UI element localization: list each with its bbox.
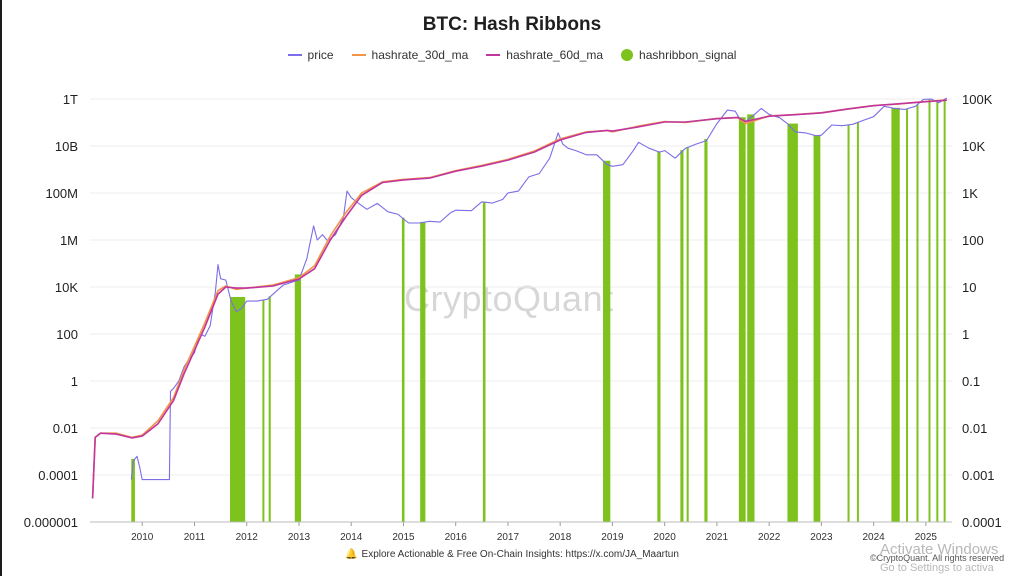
bell-icon: 🔔: [345, 549, 358, 560]
hashribbon-signal-bar: [131, 458, 135, 522]
hashribbon-signal-bar: [482, 201, 486, 522]
hashribbon-signal-bar: [916, 104, 919, 523]
y-right-tick-label: 0.0001: [962, 515, 1002, 530]
y-left-tick-label: 0.000001: [24, 515, 78, 530]
hashribbon-signal-bar: [680, 150, 684, 522]
y-left-tick-label: 0.0001: [38, 468, 78, 483]
legend-swatch-hashrate-60d: [486, 54, 501, 56]
legend-swatch-hashrate-30d: [351, 54, 366, 56]
x-tick-label: 2024: [863, 532, 886, 543]
y-left-tick-label: 1: [71, 374, 78, 389]
grid-lines: [90, 98, 952, 523]
y-right-tick-label: 10K: [962, 139, 985, 154]
hashribbon-signal-bar: [294, 274, 302, 522]
y-right-tick-label: 0.001: [962, 468, 995, 483]
x-axis-ticks: 2010 2011 2012 2013 2014 2015 2016 2017 2018 2019…: [90, 521, 952, 543]
hashribbon-signal-bar: [704, 138, 708, 522]
hashribbon-signal-bar: [906, 108, 909, 523]
footer-text[interactable]: Explore Actionable & Free On-Chain Insig…: [361, 549, 679, 560]
copyright-text: ©CryptoQuant. All rights reserved: [870, 553, 1005, 563]
x-tick-label: 2018: [549, 532, 572, 543]
x-tick-label: 2025: [915, 532, 938, 543]
x-tick-label: 2014: [340, 532, 363, 543]
x-tick-label: 2023: [810, 532, 833, 543]
y-left-tick-label: 100M: [45, 186, 78, 201]
chart-title: BTC: Hash Ribbons: [422, 14, 602, 35]
y-right-tick-label: 10: [962, 280, 976, 295]
hashribbon-signal-bar: [813, 135, 821, 522]
hashrate-60d-ma-line: [91, 99, 947, 499]
y-left-tick-label: 1M: [60, 233, 78, 248]
cryptoquant-watermark: CryptoQuant: [404, 278, 614, 319]
hashribbon-signal-bar: [847, 124, 850, 523]
y-left-tick-label: 10B: [55, 139, 78, 154]
legend-label-price: price: [307, 48, 334, 62]
hashribbon-signal-bar: [936, 101, 939, 522]
y-right-tick-label: 1: [962, 327, 969, 342]
y-left-tick-label: 100: [56, 327, 78, 342]
series-lines: [91, 97, 948, 499]
hashribbon-signal-bar: [891, 107, 900, 522]
window-edge: [0, 0, 2, 576]
x-tick-label: 2022: [758, 532, 781, 543]
hashribbon-signal-bar: [943, 98, 946, 523]
legend-label-hashribbon-signal: hashribbon_signal: [639, 48, 737, 62]
activate-windows-title: Activate Windows: [880, 541, 999, 558]
activate-windows-subtitle: Go to Settings to activa: [880, 562, 994, 574]
legend-item-hashrate-30d[interactable]: hashrate_30d_ma: [351, 48, 469, 62]
left-axis-ticks: 1T 10B 100M 1M 10K 100 1 0.01 0.0001 0.000001: [24, 92, 79, 530]
y-right-tick-label: 100K: [962, 92, 993, 107]
x-tick-label: 2020: [654, 532, 677, 543]
x-tick-label: 2016: [445, 532, 468, 543]
y-left-tick-label: 10K: [55, 280, 78, 295]
right-axis-ticks: 100K 10K 1K 100 10 1 0.1 0.01 0.001 0.0001: [962, 92, 1002, 530]
y-right-tick-label: 1K: [962, 186, 978, 201]
x-tick-label: 2011: [184, 532, 206, 543]
y-left-tick-label: 1T: [63, 92, 78, 107]
hashribbon-signal-bar: [856, 122, 859, 522]
hashribbon-signal-bars: [131, 98, 946, 523]
hashribbon-signal-bar: [401, 217, 405, 523]
hashribbon-signal-bar: [787, 123, 798, 522]
legend-label-hashrate-30d: hashrate_30d_ma: [371, 48, 469, 62]
hashribbon-signal-bar: [738, 117, 746, 522]
hashribbon-signal-bar: [928, 99, 931, 523]
x-tick-label: 2013: [288, 532, 311, 543]
hashribbon-signal-bar: [262, 299, 265, 522]
legend-item-price[interactable]: price: [287, 48, 334, 62]
x-tick-label: 2015: [392, 532, 415, 543]
hashribbon-signal-bar: [657, 151, 661, 523]
y-right-tick-label: 100: [962, 233, 984, 248]
hashribbon-signal-bar: [747, 114, 755, 523]
x-tick-label: 2010: [131, 532, 154, 543]
price-line: [130, 97, 948, 481]
legend-item-hashribbon-signal[interactable]: hashribbon_signal: [621, 48, 736, 62]
legend-swatch-hashribbon-signal: [621, 49, 634, 61]
y-right-tick-label: 0.01: [962, 421, 987, 436]
y-left-tick-label: 0.01: [53, 421, 78, 436]
x-tick-label: 2012: [236, 532, 259, 543]
x-tick-label: 2021: [706, 532, 729, 543]
legend-label-hashrate-60d: hashrate_60d_ma: [506, 48, 604, 62]
footer-note: 🔔 Explore Actionable & Free On-Chain Insi…: [0, 549, 1024, 560]
hashribbon-signal-bar: [686, 146, 689, 522]
y-right-tick-label: 0.1: [962, 374, 980, 389]
hashribbon-signal-bar: [230, 296, 246, 522]
legend-swatch-price: [287, 54, 302, 56]
hashribbon-signal-bar: [268, 296, 271, 522]
hashribbon-signal-bar: [420, 221, 426, 523]
x-tick-label: 2017: [497, 532, 520, 543]
x-tick-label: 2019: [601, 532, 624, 543]
hashribbon-signal-bar: [603, 160, 611, 522]
legend-item-hashrate-60d[interactable]: hashrate_60d_ma: [486, 48, 603, 62]
chart-legend: price hashrate_30d_ma hashrate_60d_ma ha…: [0, 48, 1024, 62]
